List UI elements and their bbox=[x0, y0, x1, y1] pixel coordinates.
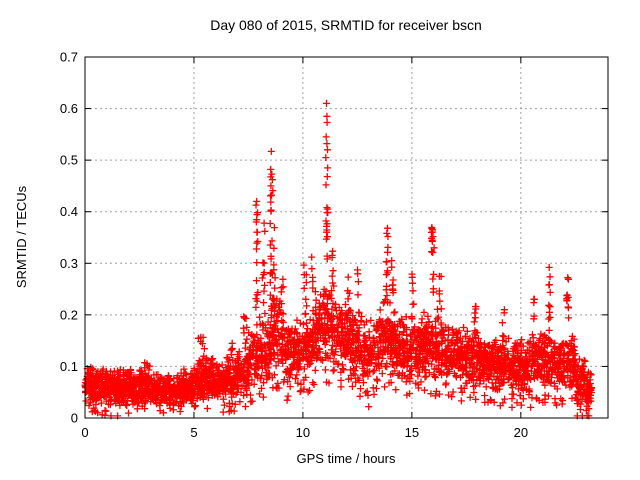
y-tick-label: 0.7 bbox=[60, 50, 78, 65]
plot-border bbox=[84, 56, 609, 419]
y-tick-label: 0.5 bbox=[60, 153, 78, 168]
chart-title: Day 080 of 2015, SRMTID for receiver bsc… bbox=[210, 17, 482, 33]
x-axis-label: GPS time / hours bbox=[297, 451, 396, 466]
y-axis-label: SRMTID / TECUs bbox=[14, 185, 29, 288]
y-tick-label: 0.1 bbox=[60, 359, 78, 374]
scatter-points-path bbox=[81, 99, 596, 420]
x-tick-label: 20 bbox=[514, 425, 528, 440]
x-tick-label: 10 bbox=[296, 425, 310, 440]
y-tick-labels: 0 0.1 0.2 0.3 0.4 0.5 0.6 0.7 bbox=[60, 50, 78, 426]
y-tick-label: 0 bbox=[71, 411, 78, 426]
axes bbox=[84, 56, 609, 419]
y-tick-label: 0.4 bbox=[60, 204, 78, 219]
x-tick-label: 15 bbox=[405, 425, 419, 440]
y-tick-label: 0.3 bbox=[60, 256, 78, 271]
x-tick-labels: 0 5 10 15 20 bbox=[81, 425, 528, 440]
x-tick-label: 5 bbox=[190, 425, 197, 440]
x-tick-label: 0 bbox=[81, 425, 88, 440]
data-points bbox=[81, 99, 596, 420]
y-tick-label: 0.2 bbox=[60, 307, 78, 322]
y-tick-label: 0.6 bbox=[60, 101, 78, 116]
